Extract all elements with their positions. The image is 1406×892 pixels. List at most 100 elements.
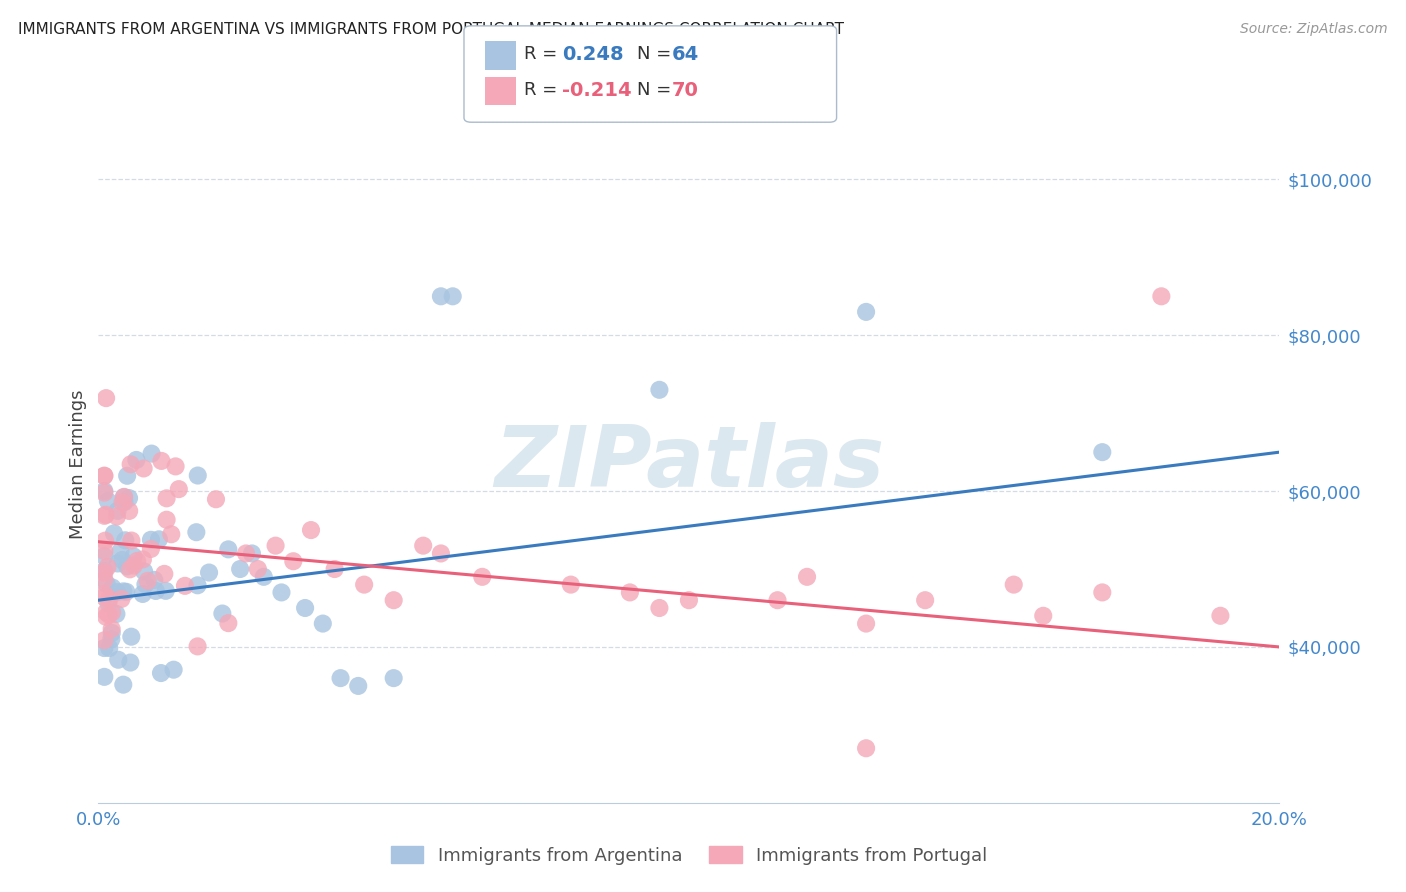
Point — [253, 570, 276, 584]
Point — [112, 490, 135, 504]
Text: -0.214: -0.214 — [562, 80, 633, 100]
Point — [94, 609, 117, 624]
Text: N =: N = — [637, 81, 676, 99]
Point — [100, 622, 122, 636]
Point — [145, 584, 167, 599]
Text: ZIPatlas: ZIPatlas — [494, 422, 884, 506]
Point — [1091, 585, 1114, 599]
Point — [118, 562, 141, 576]
Point — [855, 741, 877, 756]
Point — [217, 616, 239, 631]
Point — [114, 495, 136, 509]
Y-axis label: Median Earnings: Median Earnings — [69, 389, 87, 539]
Point — [105, 607, 128, 621]
Point — [103, 526, 125, 541]
Point — [155, 583, 177, 598]
Point — [323, 562, 346, 576]
Point — [382, 593, 405, 607]
Point — [796, 570, 818, 584]
Point — [93, 641, 115, 656]
Point — [93, 468, 115, 483]
Point — [115, 468, 138, 483]
Text: 0.248: 0.248 — [562, 45, 624, 64]
Point — [96, 559, 118, 574]
Point — [430, 289, 453, 303]
Point — [150, 666, 173, 681]
Point — [93, 670, 115, 684]
Point — [93, 590, 115, 604]
Point — [1209, 608, 1232, 623]
Point — [107, 653, 129, 667]
Point — [94, 533, 117, 548]
Point — [98, 591, 121, 606]
Point — [120, 656, 142, 670]
Point — [105, 585, 128, 599]
Point — [150, 454, 173, 468]
Point — [412, 539, 434, 553]
Point — [93, 633, 115, 648]
Point — [148, 533, 170, 547]
Point — [141, 447, 163, 461]
Point — [1150, 289, 1173, 303]
Point — [187, 578, 209, 592]
Point — [93, 508, 115, 523]
Point — [97, 494, 120, 508]
Point — [93, 564, 115, 578]
Point — [122, 558, 145, 573]
Point — [678, 593, 700, 607]
Point — [294, 601, 316, 615]
Point — [93, 468, 115, 483]
Point — [198, 566, 221, 580]
Point — [127, 554, 149, 568]
Point — [299, 523, 322, 537]
Point — [122, 549, 145, 564]
Point — [235, 546, 257, 560]
Point — [94, 508, 117, 522]
Point — [430, 546, 453, 560]
Point — [107, 557, 129, 571]
Point — [93, 573, 115, 587]
Point — [283, 554, 305, 568]
Point — [111, 495, 134, 509]
Point — [93, 483, 115, 498]
Point — [155, 513, 177, 527]
Point — [134, 565, 156, 579]
Point — [560, 577, 582, 591]
Point — [132, 552, 155, 566]
Point — [139, 541, 162, 556]
Point — [914, 593, 936, 607]
Point — [115, 559, 138, 574]
Point — [211, 607, 233, 621]
Point — [347, 679, 370, 693]
Point — [97, 607, 120, 622]
Point — [134, 577, 156, 591]
Point — [471, 570, 494, 584]
Point — [96, 577, 118, 591]
Point — [329, 671, 352, 685]
Point — [136, 574, 159, 588]
Point — [107, 504, 129, 518]
Point — [101, 581, 124, 595]
Point — [120, 630, 142, 644]
Point — [619, 585, 641, 599]
Point — [112, 584, 135, 599]
Point — [648, 601, 671, 615]
Point — [205, 492, 228, 507]
Point — [93, 544, 115, 558]
Point — [187, 468, 209, 483]
Point — [93, 587, 115, 601]
Point — [240, 546, 263, 560]
Point — [100, 626, 122, 640]
Point — [229, 562, 252, 576]
Point — [120, 458, 142, 472]
Point — [153, 566, 176, 581]
Point — [112, 678, 135, 692]
Point — [125, 453, 148, 467]
Point — [648, 383, 671, 397]
Point — [312, 616, 335, 631]
Point — [353, 577, 375, 591]
Point — [100, 632, 122, 647]
Text: IMMIGRANTS FROM ARGENTINA VS IMMIGRANTS FROM PORTUGAL MEDIAN EARNINGS CORRELATIO: IMMIGRANTS FROM ARGENTINA VS IMMIGRANTS … — [18, 22, 844, 37]
Point — [94, 391, 117, 405]
Point — [270, 585, 292, 599]
